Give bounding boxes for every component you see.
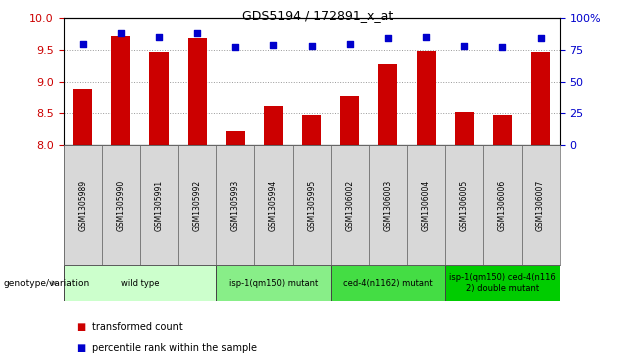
Text: isp-1(qm150) mutant: isp-1(qm150) mutant bbox=[229, 279, 318, 287]
Point bbox=[230, 45, 240, 50]
Text: GSM1306006: GSM1306006 bbox=[498, 179, 507, 231]
Bar bbox=[226, 131, 245, 145]
Bar bbox=[111, 36, 130, 145]
Bar bbox=[340, 96, 359, 145]
Bar bbox=[331, 265, 445, 301]
Text: GSM1306007: GSM1306007 bbox=[536, 179, 545, 231]
Point bbox=[345, 41, 355, 46]
Text: isp-1(qm150) ced-4(n116
2) double mutant: isp-1(qm150) ced-4(n116 2) double mutant bbox=[449, 273, 556, 293]
Text: GSM1305995: GSM1305995 bbox=[307, 179, 316, 231]
Text: GSM1306004: GSM1306004 bbox=[422, 179, 431, 231]
Text: GSM1305992: GSM1305992 bbox=[193, 180, 202, 231]
Text: GSM1305993: GSM1305993 bbox=[231, 179, 240, 231]
Bar bbox=[531, 52, 550, 145]
Bar bbox=[369, 145, 407, 265]
Text: ■: ■ bbox=[76, 343, 86, 354]
Text: GSM1306003: GSM1306003 bbox=[384, 179, 392, 231]
Text: wild type: wild type bbox=[121, 279, 159, 287]
Bar bbox=[522, 145, 560, 265]
Point bbox=[536, 36, 546, 41]
Bar bbox=[483, 145, 522, 265]
Bar bbox=[378, 64, 398, 145]
Bar bbox=[178, 145, 216, 265]
Point bbox=[192, 30, 202, 36]
Bar bbox=[140, 145, 178, 265]
Point bbox=[497, 45, 508, 50]
Text: GSM1306002: GSM1306002 bbox=[345, 180, 354, 231]
Bar bbox=[445, 265, 560, 301]
Bar bbox=[188, 38, 207, 145]
Point bbox=[421, 34, 431, 40]
Text: GSM1306005: GSM1306005 bbox=[460, 179, 469, 231]
Point bbox=[383, 36, 393, 41]
Text: genotype/variation: genotype/variation bbox=[3, 279, 90, 287]
Bar bbox=[64, 145, 102, 265]
Bar bbox=[455, 112, 474, 145]
Bar bbox=[264, 106, 283, 145]
Text: ■: ■ bbox=[76, 322, 86, 332]
Bar bbox=[417, 51, 436, 145]
Bar bbox=[445, 145, 483, 265]
Bar bbox=[216, 265, 331, 301]
Bar bbox=[149, 52, 169, 145]
Point bbox=[307, 43, 317, 49]
Text: ced-4(n1162) mutant: ced-4(n1162) mutant bbox=[343, 279, 432, 287]
Text: transformed count: transformed count bbox=[92, 322, 183, 332]
Bar bbox=[254, 145, 293, 265]
Text: GSM1305990: GSM1305990 bbox=[116, 179, 125, 231]
Text: GDS5194 / 172891_x_at: GDS5194 / 172891_x_at bbox=[242, 9, 394, 22]
Bar bbox=[293, 145, 331, 265]
Bar bbox=[407, 145, 445, 265]
Bar bbox=[216, 145, 254, 265]
Bar bbox=[73, 89, 92, 145]
Bar bbox=[64, 265, 216, 301]
Bar bbox=[493, 115, 512, 145]
Text: GSM1305991: GSM1305991 bbox=[155, 180, 163, 231]
Bar bbox=[331, 145, 369, 265]
Text: percentile rank within the sample: percentile rank within the sample bbox=[92, 343, 257, 354]
Point bbox=[154, 34, 164, 40]
Point bbox=[459, 43, 469, 49]
Point bbox=[268, 42, 279, 48]
Point bbox=[116, 30, 126, 36]
Text: GSM1305989: GSM1305989 bbox=[78, 180, 87, 231]
Text: GSM1305994: GSM1305994 bbox=[269, 179, 278, 231]
Point bbox=[78, 41, 88, 46]
Bar bbox=[302, 115, 321, 145]
Bar bbox=[102, 145, 140, 265]
